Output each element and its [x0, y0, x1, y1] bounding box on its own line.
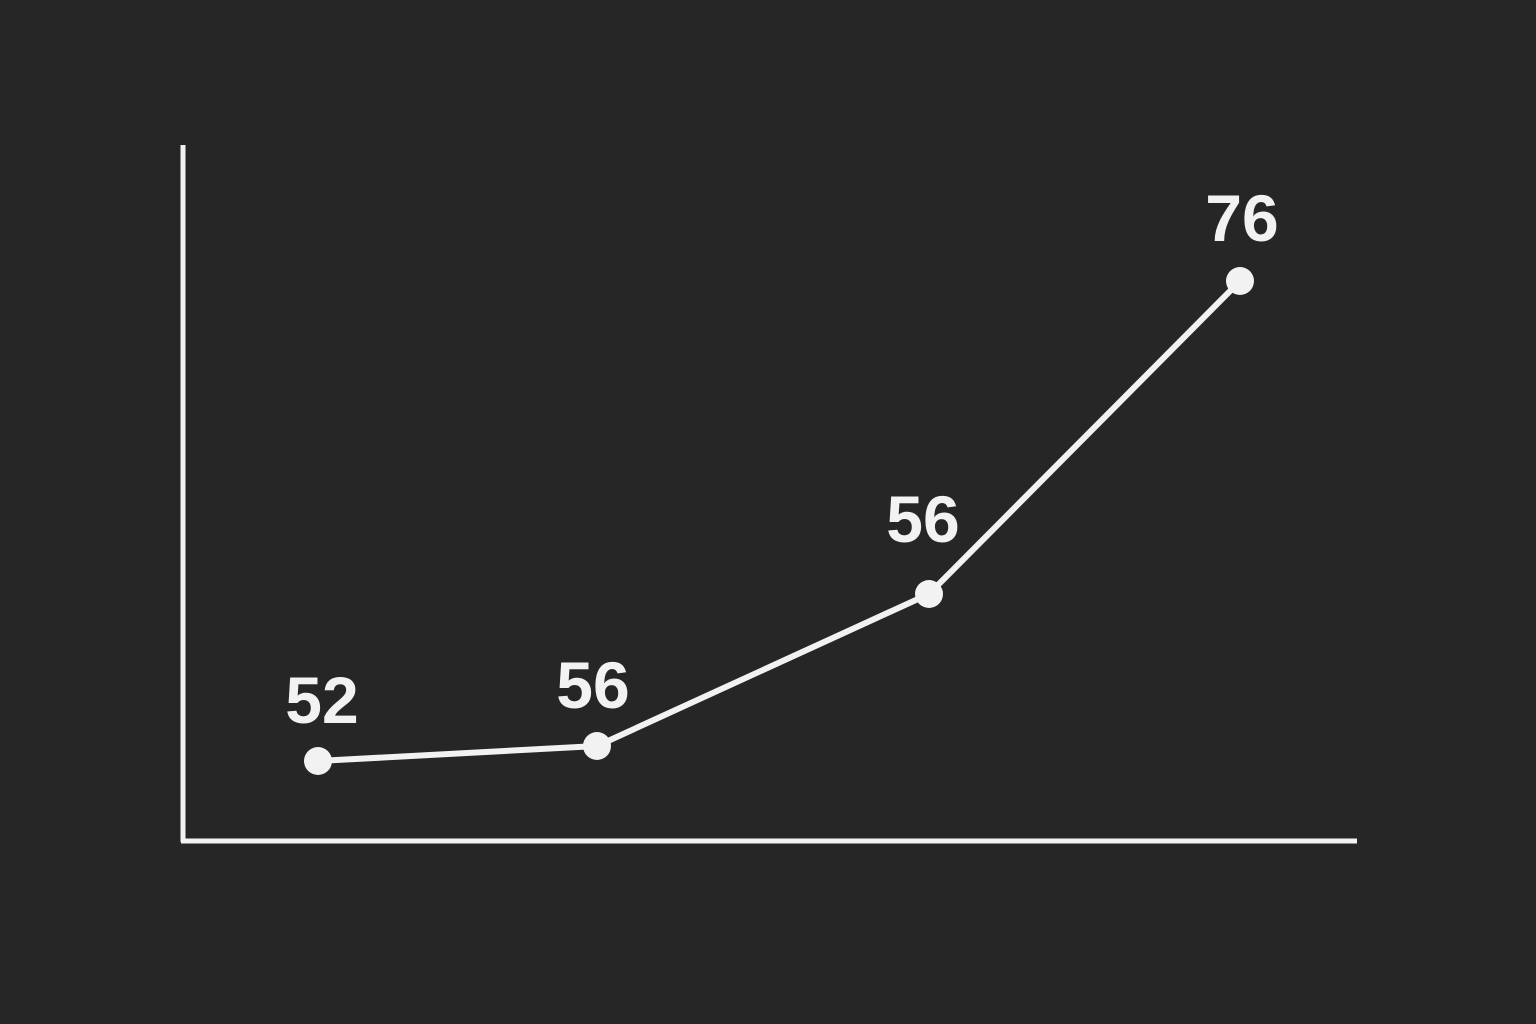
data-label: 56 [886, 482, 959, 556]
data-point [1226, 267, 1254, 295]
data-label: 56 [556, 648, 629, 722]
data-label: 52 [285, 663, 358, 737]
series-line [315, 278, 1243, 764]
data-point [583, 732, 611, 760]
series-layer: 52 56 56 76 [285, 181, 1279, 775]
data-point [304, 747, 332, 775]
data-label: 76 [1205, 181, 1278, 255]
data-point [915, 580, 943, 608]
